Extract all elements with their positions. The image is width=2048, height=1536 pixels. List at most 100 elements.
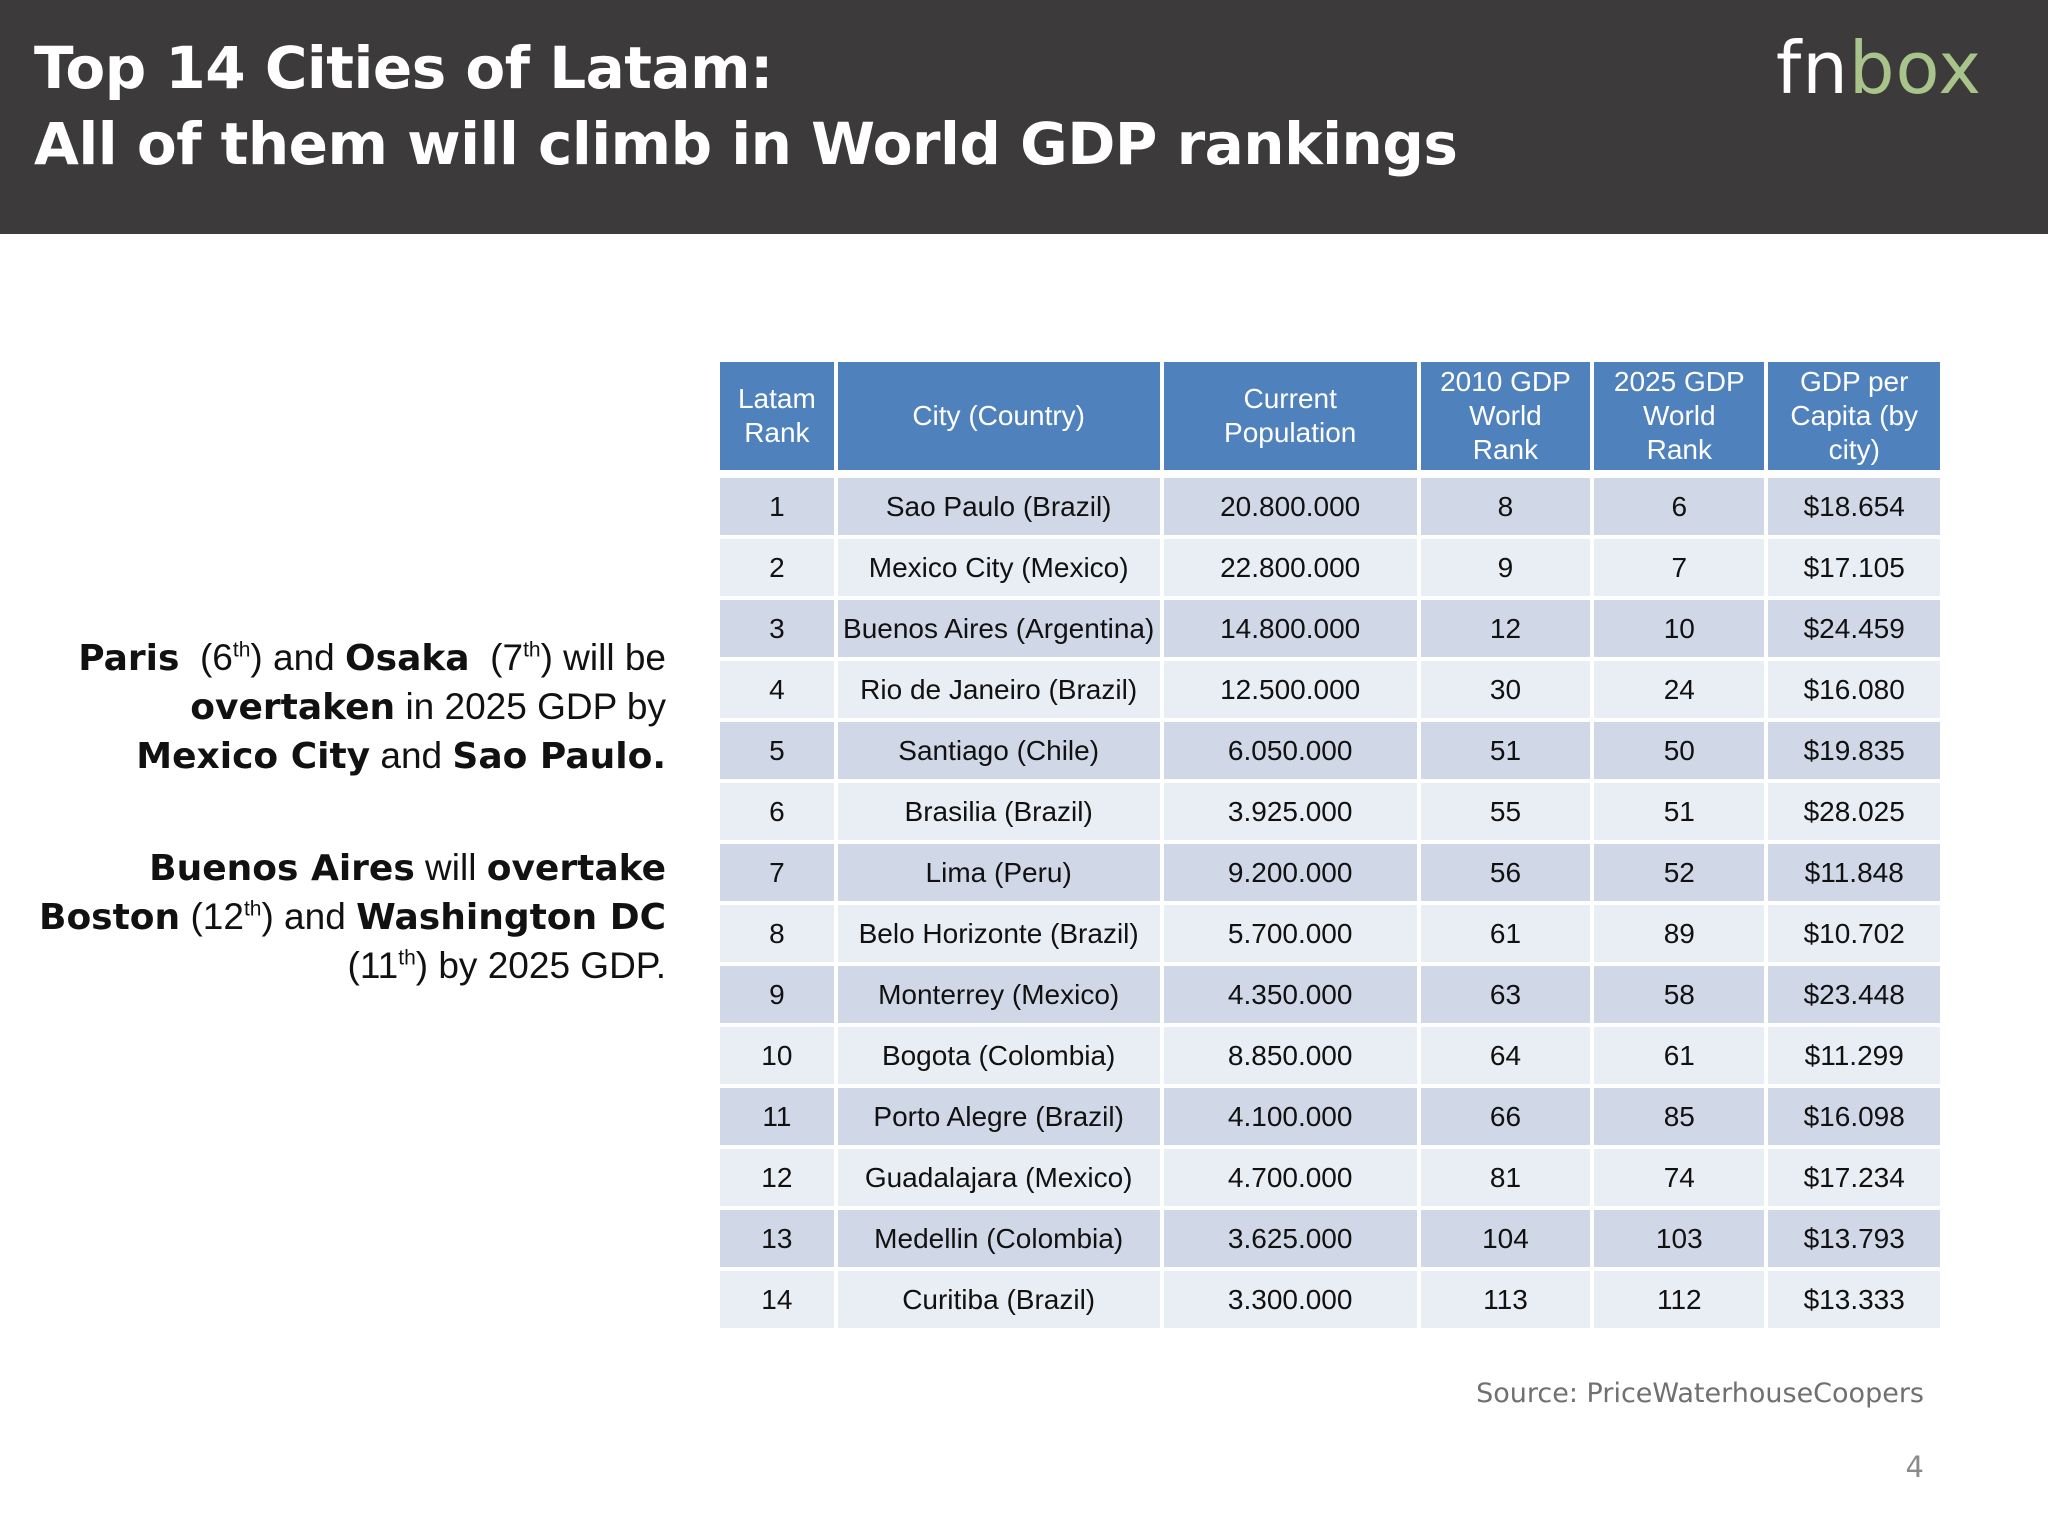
cell-gdp2010: 61 xyxy=(1416,901,1595,966)
cell-rank: 13 xyxy=(716,1206,838,1271)
text-will-be: ) will be xyxy=(540,637,666,678)
table-row: 14 Curitiba (Brazil) 3.300.000 113 112 $13.33… xyxy=(716,1267,1944,1332)
fnbox-logo: fnbox xyxy=(1776,26,1982,110)
cell-rank: 1 xyxy=(716,472,838,539)
table-body: 1 Sao Paulo (Brazil) 20.800.000 8 6 $18.654 2 M… xyxy=(716,472,1944,1332)
cell-rank: 14 xyxy=(716,1267,838,1332)
cell-city: Medellin (Colombia) xyxy=(833,1206,1164,1271)
cell-per-capita: $10.702 xyxy=(1764,901,1944,966)
text-in-2025: in 2025 GDP by xyxy=(395,686,666,727)
cell-gdp2010: 12 xyxy=(1416,596,1595,661)
table-row: 4 Rio de Janeiro (Brazil) 12.500.000 30 24 $1… xyxy=(716,657,1944,722)
cell-per-capita: $11.299 xyxy=(1764,1023,1944,1088)
table-row: 12 Guadalajara (Mexico) 4.700.000 81 74 $17.2… xyxy=(716,1145,1944,1210)
text-osaka-rank: (7 xyxy=(490,637,524,678)
text-sup-th: th xyxy=(398,946,416,970)
cell-gdp2025: 74 xyxy=(1590,1145,1769,1210)
text-osaka: Osaka xyxy=(345,638,470,679)
cell-gdp2025: 10 xyxy=(1590,596,1769,661)
header-line: GDP per xyxy=(1800,366,1909,397)
cell-per-capita: $23.448 xyxy=(1764,962,1944,1027)
cell-rank: 7 xyxy=(716,840,838,905)
header-line: Rank xyxy=(1646,434,1712,465)
cell-city: Rio de Janeiro (Brazil) xyxy=(833,657,1164,722)
text-washington-dc: Washington DC xyxy=(356,897,666,938)
text-and: ) and xyxy=(250,637,346,678)
text-boston-rank: (12 xyxy=(180,896,244,937)
cell-gdp2025: 50 xyxy=(1590,718,1769,783)
cell-population: 8.850.000 xyxy=(1159,1023,1421,1088)
cell-gdp2025: 103 xyxy=(1590,1206,1769,1271)
cell-gdp2010: 63 xyxy=(1416,962,1595,1027)
header-line: World xyxy=(1642,400,1716,431)
latam-cities-table: Latam Rank City (Country) Current Populati… xyxy=(716,358,1944,1332)
text-paris: Paris xyxy=(78,638,180,679)
text-overtake: overtake xyxy=(486,848,666,889)
side-note-buenos-aires: Buenos Aires will overtake Boston (12th)… xyxy=(20,844,666,990)
header-line: 2010 GDP xyxy=(1440,366,1571,397)
cell-city: Belo Horizonte (Brazil) xyxy=(833,901,1164,966)
text-paris-rank: (6 xyxy=(199,637,233,678)
header-2025-gdp-world-rank: 2025 GDP World Rank xyxy=(1590,358,1769,478)
header-gdp-per-capita: GDP per Capita (by city) xyxy=(1764,358,1944,478)
cell-gdp2025: 52 xyxy=(1590,840,1769,905)
slide-title: Top 14 Cities of Latam: All of them will… xyxy=(34,30,1458,182)
cell-population: 6.050.000 xyxy=(1159,718,1421,783)
cell-population: 14.800.000 xyxy=(1159,596,1421,661)
table-row: 11 Porto Alegre (Brazil) 4.100.000 66 85 $16.… xyxy=(716,1084,1944,1149)
table-row: 13 Medellin (Colombia) 3.625.000 104 103 $13.… xyxy=(716,1206,1944,1271)
side-note-paris-osaka: Paris (6th) and Osaka (7th) will be over… xyxy=(20,634,666,781)
table-row: 1 Sao Paulo (Brazil) 20.800.000 8 6 $18.654 xyxy=(716,472,1944,539)
text-sup-th: th xyxy=(243,897,262,921)
slide-header: Top 14 Cities of Latam: All of them will… xyxy=(0,0,2048,234)
cell-gdp2025: 85 xyxy=(1590,1084,1769,1149)
logo-box: box xyxy=(1848,26,1982,110)
cell-rank: 3 xyxy=(716,596,838,661)
cell-city: Porto Alegre (Brazil) xyxy=(833,1084,1164,1149)
table-header-row: Latam Rank City (Country) Current Populati… xyxy=(716,358,1944,478)
cell-rank: 4 xyxy=(716,657,838,722)
text-mexico-city: Mexico City xyxy=(136,736,371,777)
cell-city: Buenos Aires (Argentina) xyxy=(833,596,1164,661)
header-2010-gdp-world-rank: 2010 GDP World Rank xyxy=(1416,358,1595,478)
cell-rank: 12 xyxy=(716,1145,838,1210)
header-line: Rank xyxy=(1472,434,1539,465)
cell-rank: 10 xyxy=(716,1023,838,1088)
cell-city: Santiago (Chile) xyxy=(833,718,1164,783)
header-line: World xyxy=(1469,400,1542,431)
text-by-2025: ) by 2025 GDP. xyxy=(415,945,666,986)
cell-per-capita: $13.333 xyxy=(1764,1267,1944,1332)
header-current-population: Current Population xyxy=(1159,358,1421,478)
cell-population: 5.700.000 xyxy=(1159,901,1421,966)
cell-gdp2025: 89 xyxy=(1590,901,1769,966)
cell-per-capita: $24.459 xyxy=(1764,596,1944,661)
text-washington-rank: (11 xyxy=(347,945,399,986)
cell-population: 20.800.000 xyxy=(1159,472,1421,539)
page-number: 4 xyxy=(1905,1450,1924,1484)
cell-gdp2010: 30 xyxy=(1416,657,1595,722)
cell-city: Sao Paulo (Brazil) xyxy=(833,472,1164,539)
table-row: 8 Belo Horizonte (Brazil) 5.700.000 61 89 $10… xyxy=(716,901,1944,966)
cell-gdp2010: 55 xyxy=(1416,779,1595,844)
table-row: 5 Santiago (Chile) 6.050.000 51 50 $19.835 xyxy=(716,718,1944,783)
cell-rank: 5 xyxy=(716,718,838,783)
cell-gdp2010: 64 xyxy=(1416,1023,1595,1088)
text-and: and xyxy=(370,735,453,776)
cell-gdp2010: 66 xyxy=(1416,1084,1595,1149)
table-row: 6 Brasilia (Brazil) 3.925.000 55 51 $28.025 xyxy=(716,779,1944,844)
text-boston: Boston xyxy=(39,897,181,938)
cell-city: Brasilia (Brazil) xyxy=(833,779,1164,844)
cell-population: 4.100.000 xyxy=(1159,1084,1421,1149)
source-note: Source: PriceWaterhouseCoopers xyxy=(1476,1378,1924,1409)
cell-population: 4.700.000 xyxy=(1159,1145,1421,1210)
text-sup-th: th xyxy=(232,638,251,662)
text-buenos-aires: Buenos Aires xyxy=(149,848,415,889)
cell-population: 9.200.000 xyxy=(1159,840,1421,905)
cell-population: 3.625.000 xyxy=(1159,1206,1421,1271)
cell-gdp2025: 7 xyxy=(1590,535,1769,600)
cell-city: Mexico City (Mexico) xyxy=(833,535,1164,600)
cell-population: 4.350.000 xyxy=(1159,962,1421,1027)
header-line: Population xyxy=(1224,417,1357,448)
cell-population: 22.800.000 xyxy=(1159,535,1421,600)
cell-gdp2010: 81 xyxy=(1416,1145,1595,1210)
